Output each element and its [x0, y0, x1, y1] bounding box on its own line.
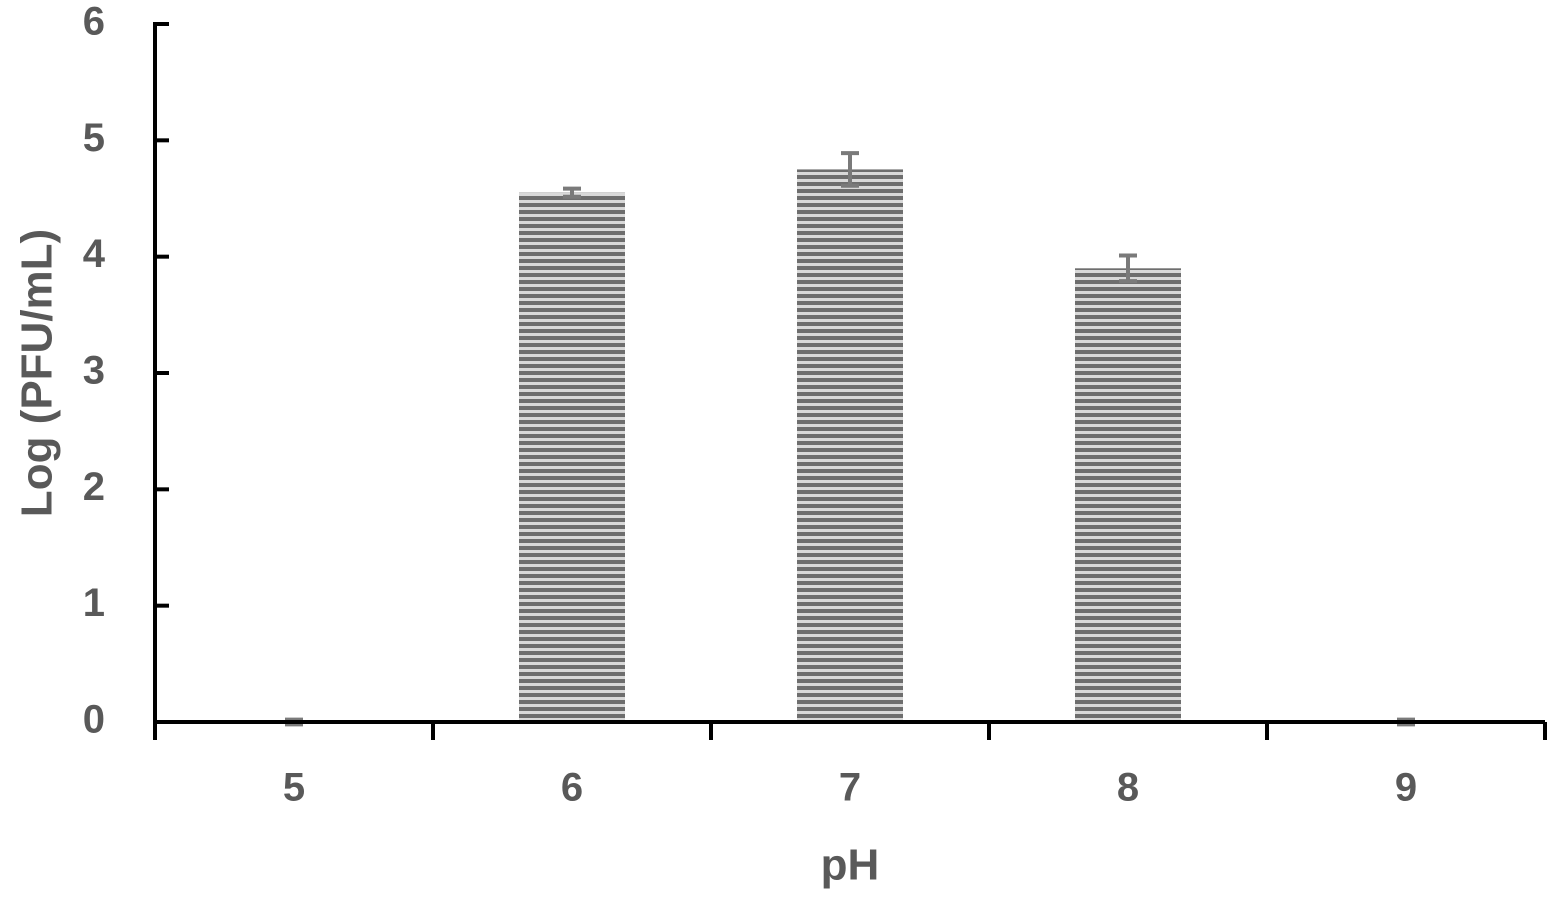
- bar: [519, 192, 625, 722]
- y-tick-label: 3: [83, 349, 105, 393]
- x-tick-label: 8: [1117, 766, 1139, 810]
- y-axis-title: Log (PFU/mL): [13, 229, 62, 517]
- error-bar: [841, 151, 859, 188]
- y-tick-label: 4: [83, 232, 106, 276]
- y-tick-label: 2: [83, 465, 105, 509]
- x-axis-title: pH: [821, 841, 880, 890]
- y-tick-label: 1: [83, 581, 105, 625]
- x-tick-label: 9: [1395, 766, 1417, 810]
- error-bar: [1119, 253, 1137, 284]
- y-tick-label: 6: [83, 0, 105, 44]
- x-tick-label: 6: [561, 766, 583, 810]
- y-tick-label: 0: [83, 698, 105, 742]
- bar: [797, 169, 903, 722]
- x-tick-label: 7: [839, 766, 861, 810]
- y-tick-label: 5: [83, 116, 105, 160]
- x-tick-label: 5: [283, 766, 305, 810]
- bar: [1075, 268, 1181, 722]
- error-bar: [563, 186, 581, 199]
